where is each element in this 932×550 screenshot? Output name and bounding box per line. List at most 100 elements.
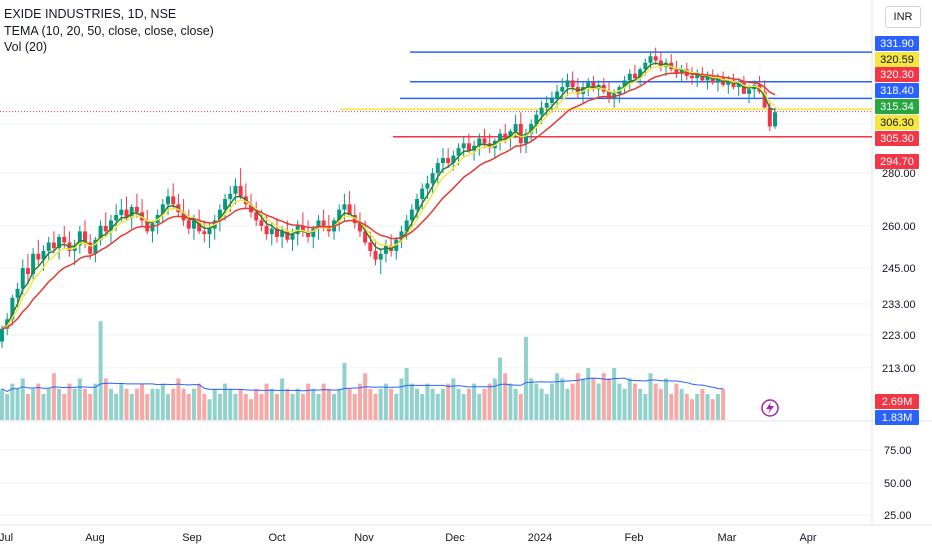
time-tick-label: 2024 <box>528 532 552 544</box>
volume-indicator-label[interactable]: Vol (20) <box>4 40 48 54</box>
candle-body <box>518 124 523 144</box>
price-axis[interactable]: 300.00280.00260.00245.00233.00223.00213.… <box>882 119 916 522</box>
volume-bar <box>280 378 285 420</box>
tema-indicator-label[interactable]: TEMA (10, 20, 50, close, close, close) <box>4 23 214 38</box>
volume-bar <box>373 394 378 420</box>
volume-bar <box>332 394 337 420</box>
volume-bar <box>549 383 554 420</box>
candle-body <box>715 78 720 83</box>
candle-body <box>124 209 129 218</box>
candle-body <box>549 98 554 104</box>
volume-bar <box>83 388 88 420</box>
candle-body <box>83 231 88 243</box>
candle-body <box>274 228 279 237</box>
candle-body <box>622 80 627 88</box>
candle-body <box>357 223 362 232</box>
volume-bar <box>653 383 658 420</box>
lightning-icon[interactable] <box>761 399 779 417</box>
symbol-title[interactable]: EXIDE INDUSTRIES, 1D, NSE <box>4 7 177 21</box>
candle-body <box>503 133 508 139</box>
volume-bar <box>560 378 565 420</box>
candle-body <box>498 133 503 141</box>
candle-body <box>658 60 663 68</box>
volume-bar <box>658 388 663 420</box>
volume-bar <box>409 383 414 420</box>
candle-body <box>36 253 41 260</box>
candle-body <box>435 163 440 174</box>
volume-bar <box>664 378 669 420</box>
candle-body <box>129 206 134 218</box>
volume-bar <box>326 388 331 420</box>
candle-body <box>264 225 269 235</box>
volume-bar <box>321 383 326 420</box>
volume-bar <box>513 388 518 420</box>
candle-body <box>259 220 264 226</box>
candle-body <box>238 185 243 197</box>
volume-bar <box>72 388 77 420</box>
candle-body <box>482 138 487 144</box>
candle-body <box>93 239 98 254</box>
candle-body <box>207 228 212 235</box>
volume-bar <box>67 383 72 420</box>
volume-bar <box>57 388 62 420</box>
candle-body <box>0 328 4 342</box>
candle-body <box>674 69 679 74</box>
candle-body <box>316 220 321 229</box>
candle-body <box>342 204 347 210</box>
volume-bar <box>700 388 705 420</box>
candle-body <box>523 133 528 144</box>
volume-bar <box>114 394 119 420</box>
currency-button[interactable]: INR <box>885 6 921 28</box>
volume-bar <box>25 394 30 420</box>
candle-body <box>570 80 575 88</box>
candle-body <box>741 82 746 94</box>
candle-body <box>368 242 373 251</box>
volume-bar <box>378 388 383 420</box>
volume-tick-label: 50.00 <box>884 478 912 490</box>
candle-body <box>404 220 409 232</box>
candle-body <box>409 209 414 221</box>
time-axis[interactable]: Jul Aug Sep Oct Nov Dec 2024 Feb Mar Apr <box>0 532 817 544</box>
candle-body <box>10 297 15 320</box>
candle-body <box>62 236 67 243</box>
volume-bar <box>290 394 295 420</box>
volume-bar <box>456 388 461 420</box>
candle-body <box>726 80 731 85</box>
volume-bar <box>88 394 93 420</box>
tema-10-line <box>1 62 776 330</box>
candle-body <box>705 75 710 81</box>
candle-body <box>555 91 560 99</box>
volume-bar <box>15 388 20 420</box>
volume-bar <box>498 357 503 420</box>
candle-body <box>290 234 295 240</box>
candle-body <box>679 69 684 74</box>
volume-bar <box>316 394 321 420</box>
volume-bar <box>466 388 471 420</box>
volume-bars <box>0 321 726 420</box>
volume-bar <box>295 388 300 420</box>
volume-bar <box>228 388 233 420</box>
price-badge <box>875 131 919 146</box>
price-badges: 331.90 320.59 320.30 318.40 315.34 306.30 305.… <box>875 36 919 425</box>
time-tick-label: Oct <box>268 532 285 544</box>
candle-body <box>653 56 658 61</box>
price-badge-label: 294.70 <box>880 156 914 168</box>
candle-body <box>88 242 93 254</box>
volume-bar <box>207 399 212 420</box>
volume-tick-label: 75.00 <box>884 445 912 457</box>
volume-bar <box>705 394 710 420</box>
candle-body <box>446 158 451 164</box>
candle-body <box>539 107 544 115</box>
candle-body <box>632 73 637 79</box>
volume-bar <box>119 383 124 420</box>
price-badge-label: 315.34 <box>880 101 914 113</box>
volume-bar <box>171 388 176 420</box>
candle-body <box>415 199 420 210</box>
candle-body <box>217 209 222 221</box>
candle-body <box>311 228 316 237</box>
volume-bar <box>233 394 238 420</box>
volume-bar <box>420 394 425 420</box>
volume-bar <box>689 399 694 420</box>
candle-body <box>228 193 233 200</box>
